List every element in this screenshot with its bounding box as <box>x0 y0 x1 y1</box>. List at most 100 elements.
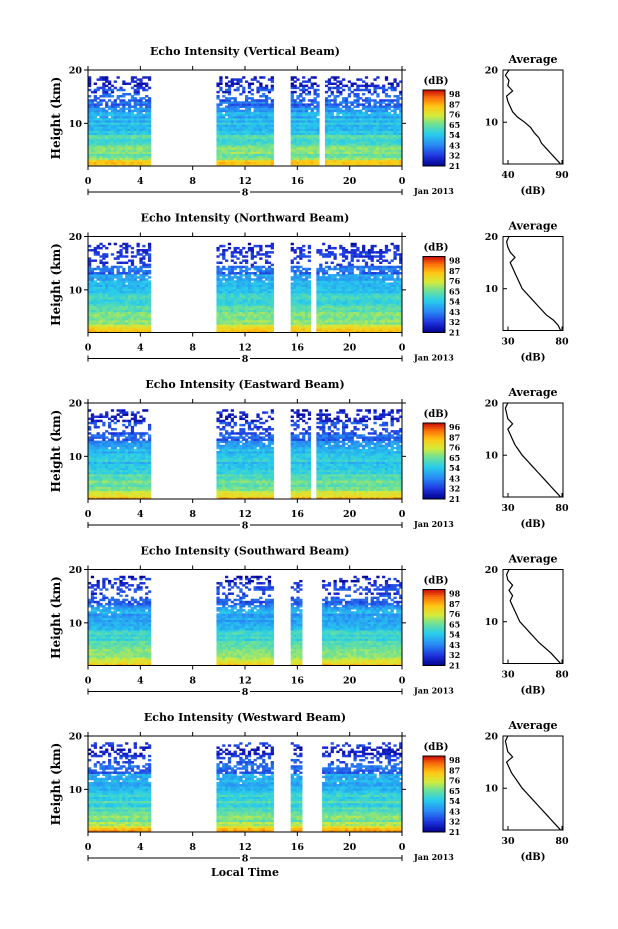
heatmap-cell <box>227 120 232 123</box>
heatmap-cell <box>96 161 100 165</box>
heatmap-cell <box>253 103 257 106</box>
heatmap-cell <box>227 90 232 94</box>
heatmap-cell <box>304 145 309 148</box>
heatmap-cell <box>296 163 300 167</box>
heatmap-cell <box>113 301 117 304</box>
heatmap-cell <box>367 103 371 106</box>
heatmap-cell <box>136 159 140 163</box>
heatmap-cell <box>316 113 320 117</box>
heatmap-cell <box>310 132 314 136</box>
heatmap-cell <box>147 253 152 256</box>
heatmap-cell <box>113 297 117 300</box>
heatmap-cell <box>116 274 120 277</box>
heatmap-cell <box>267 132 272 136</box>
heatmap-cell <box>113 103 117 106</box>
heatmap-cell <box>139 259 143 262</box>
heatmap-cell <box>316 103 320 106</box>
heatmap-cell <box>216 115 220 119</box>
heatmap-cell <box>396 128 400 131</box>
heatmap-cell <box>122 82 126 86</box>
heatmap-cell <box>379 149 383 152</box>
heatmap-cell <box>384 147 389 150</box>
heatmap-cell <box>330 153 334 156</box>
heatmap-cell <box>119 265 123 269</box>
heatmap-cell <box>105 159 109 163</box>
heatmap-cell <box>88 288 92 292</box>
heatmap-cell <box>262 86 266 90</box>
heatmap-cell <box>102 115 106 119</box>
heatmap-cell <box>105 122 109 125</box>
heatmap-cell <box>225 76 229 79</box>
heatmap-cell <box>310 107 314 111</box>
heatmap-cell <box>264 105 269 108</box>
heatmap-cell <box>364 145 369 148</box>
heatmap-cell <box>353 109 357 113</box>
heatmap-cell <box>339 122 343 125</box>
heatmap-cell <box>347 138 352 142</box>
heatmap-cell <box>90 128 95 131</box>
heatmap-cell <box>105 101 109 104</box>
heatmap-cell <box>142 288 146 292</box>
heatmap-cell <box>336 136 340 140</box>
heatmap-cell <box>373 86 377 90</box>
heatmap-cell <box>384 78 389 81</box>
heatmap-cell <box>387 143 391 146</box>
heatmap-cell <box>242 151 246 154</box>
heatmap-cell <box>379 109 383 113</box>
heatmap-cell <box>116 319 120 323</box>
heatmap-cell <box>230 259 234 262</box>
heatmap-cell <box>379 107 383 111</box>
heatmap-cell <box>125 153 129 156</box>
heatmap-cell <box>139 107 143 111</box>
heatmap-cell <box>139 132 143 136</box>
heatmap-cell <box>356 155 360 159</box>
heatmap-cell <box>259 99 263 102</box>
heatmap-cell <box>107 328 112 331</box>
heatmap-cell <box>133 265 137 269</box>
heatmap-cell <box>379 140 383 144</box>
heatmap-cell <box>333 143 337 146</box>
heatmap-cell <box>99 284 103 287</box>
heatmap-cell <box>116 105 120 108</box>
heatmap-cell <box>125 122 129 125</box>
heatmap-cell <box>116 276 120 279</box>
heatmap-cell <box>359 143 363 146</box>
heatmap-cell <box>93 299 97 302</box>
heatmap-cell <box>233 118 237 121</box>
heatmap-cell <box>302 109 306 113</box>
heatmap-cell <box>333 78 337 81</box>
heatmap-cell <box>113 132 117 136</box>
heatmap-cell <box>373 88 377 92</box>
heatmap-cell <box>133 269 137 273</box>
heatmap-cell <box>239 149 243 152</box>
heatmap-cell <box>236 147 240 150</box>
heatmap-cell <box>293 159 297 163</box>
heatmap-cell <box>122 107 126 111</box>
heatmap-cell <box>107 149 112 152</box>
heatmap-cell <box>105 261 109 265</box>
heatmap-cell <box>125 322 129 325</box>
heatmap-cell <box>142 303 146 306</box>
heatmap-cell <box>119 294 123 298</box>
heatmap-cell <box>247 128 252 131</box>
heatmap-cell <box>330 155 334 159</box>
heatmap-cell <box>239 249 243 252</box>
heatmap-cell <box>376 126 380 129</box>
heatmap-cell <box>333 155 337 159</box>
heatmap-cell <box>113 111 117 115</box>
heatmap-cell <box>216 113 220 117</box>
heatmap-cell <box>110 303 115 306</box>
heatmap-cell <box>242 124 246 127</box>
heatmap-cell <box>122 297 126 300</box>
heatmap-cell <box>344 109 349 113</box>
heatmap-cell <box>116 330 120 333</box>
heatmap-cell <box>247 126 252 129</box>
heatmap-cell <box>242 246 246 250</box>
heatmap-cell <box>310 143 314 146</box>
heatmap-cell <box>233 109 237 113</box>
heatmap-cell <box>256 140 260 144</box>
heatmap-cell <box>307 138 312 142</box>
heatmap-cell <box>225 109 229 113</box>
heatmap-cell <box>116 132 120 136</box>
heatmap-cell <box>250 143 254 146</box>
